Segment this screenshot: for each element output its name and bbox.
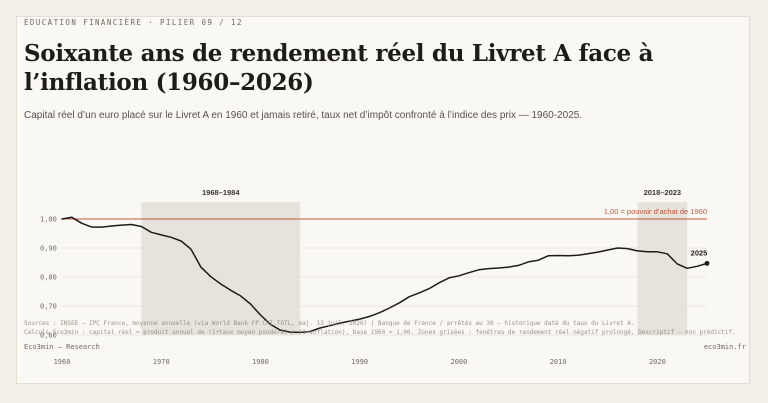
chart-title: Soixante ans de rendement réel du Livret… [24,40,654,96]
x-tick-label: 1980 [252,358,269,366]
series-line [61,216,708,334]
source-note: Sources : INSEE — IPC France, moyenne an… [24,319,736,337]
end-point [704,260,710,266]
x-tick-label: 1990 [351,358,368,366]
shaded-range-label: 2018–2023 [644,188,682,197]
shaded-range-label: 1968–1984 [202,188,240,197]
y-tick-label: 0,90 [40,245,57,253]
x-tick-label: 1960 [54,358,71,366]
shaded-range [637,202,688,335]
domain-label: eco3min.fr [703,343,746,351]
y-tick-label: 0,70 [40,303,57,311]
x-tick-label: 1970 [153,358,170,366]
source-line-2: Calculs Eco3min : capital réel = produit… [24,329,736,336]
brand-label: Eco3min — Research [24,343,100,351]
x-tick-label: 2010 [550,358,567,366]
eyebrow: ÉDUCATION FINANCIÈRE · PILIER 09 / 12 [24,18,243,27]
shaded-range [141,202,301,335]
chart-subtitle: Capital réel d’un euro placé sur le Livr… [24,110,583,121]
x-tick-label: 2000 [450,358,467,366]
y-tick-label: 1,00 [40,216,57,224]
y-tick-label: 0,60 [40,332,57,340]
x-tick-label: 2020 [649,358,666,366]
chart-card [16,16,750,384]
reference-line-label: 1,00 = pouvoir d’achat de 1960 [604,207,707,216]
source-line-1: Sources : INSEE — IPC France, moyenne an… [24,320,635,327]
y-tick-label: 0,80 [40,274,57,282]
end-point-label: 2025 [691,248,708,257]
